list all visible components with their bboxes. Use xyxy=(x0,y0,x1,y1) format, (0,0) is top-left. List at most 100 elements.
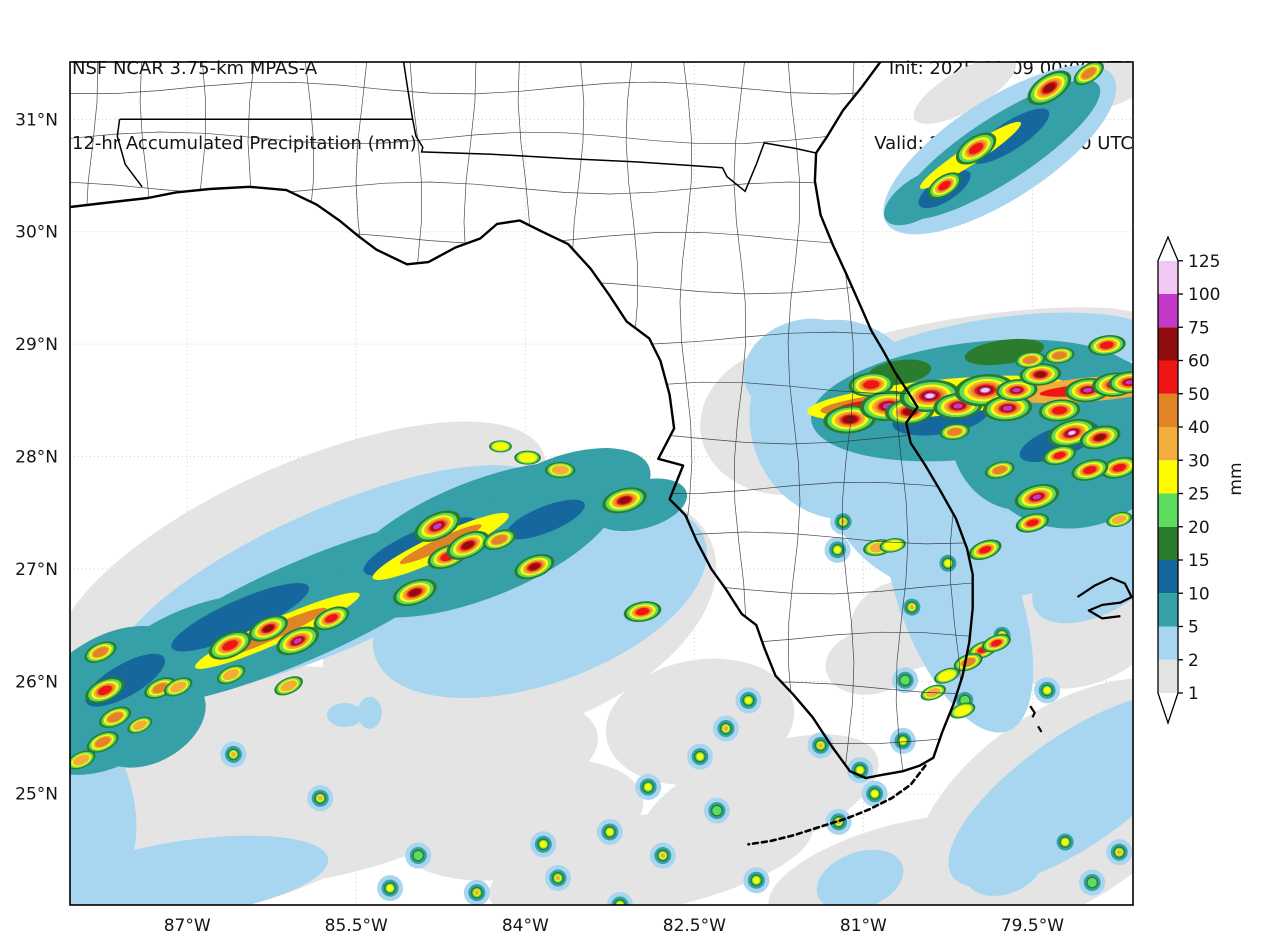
colorbar-tick-label: 25 xyxy=(1188,485,1210,505)
precip-cell xyxy=(696,753,704,761)
precip-cell xyxy=(413,850,423,861)
colorbar-tick-label: 2 xyxy=(1188,651,1199,671)
precip-core xyxy=(408,588,421,597)
precip-core xyxy=(842,415,858,424)
precip-core xyxy=(222,640,238,651)
precip-core xyxy=(953,704,972,717)
plot-title: NSF NCAR 3.75-km MPAS-A 12-hr Accumulate… xyxy=(72,6,417,206)
precip-core xyxy=(518,452,537,463)
lat-tick-label: 30°N xyxy=(15,223,58,243)
colorbar-segment xyxy=(1158,327,1178,361)
precip-cell xyxy=(944,559,952,567)
colorbar-tick-label: 100 xyxy=(1188,285,1220,305)
precip-core xyxy=(938,180,951,191)
colorbar-tick-label: 20 xyxy=(1188,518,1210,538)
precip-cell xyxy=(474,890,480,896)
precip-core xyxy=(1043,83,1056,93)
precip-core xyxy=(953,403,963,409)
precip-core xyxy=(1083,466,1097,474)
colorbar-segment xyxy=(1158,393,1178,427)
precip-cell xyxy=(606,828,614,836)
title-line-2: 12-hr Accumulated Precipitation (mm) xyxy=(72,133,417,154)
precip-core xyxy=(863,380,880,389)
precip-core xyxy=(280,680,297,692)
colorbar-unit-label: mm xyxy=(1226,462,1246,495)
precip-core xyxy=(1052,351,1067,360)
bahama-island xyxy=(1037,725,1043,733)
precip-core xyxy=(293,637,302,644)
precip-core xyxy=(1023,356,1038,364)
precip-core xyxy=(432,523,442,530)
bahama-island xyxy=(1029,705,1036,718)
precip-cell xyxy=(1043,686,1051,694)
colorbar-arrow-top xyxy=(1158,237,1178,261)
precip-cell xyxy=(555,875,561,881)
lon-tick-label: 82.5°W xyxy=(663,916,726,936)
colorbar-segment xyxy=(1158,460,1178,494)
precip-cell xyxy=(834,546,841,554)
precip-core xyxy=(979,546,992,554)
precip-core xyxy=(97,685,112,696)
precip-cell xyxy=(644,783,652,791)
precip-core xyxy=(107,712,123,723)
precip-area xyxy=(396,758,644,881)
colorbar-segment xyxy=(1158,493,1178,527)
precip-cell xyxy=(723,726,729,731)
precip-core xyxy=(947,428,962,436)
precip-core xyxy=(152,683,168,694)
precip-cell xyxy=(752,876,760,884)
precip-cell xyxy=(840,519,846,525)
precip-area xyxy=(882,456,1034,733)
precip-area xyxy=(965,839,1043,896)
colorbar-tick-label: 75 xyxy=(1188,318,1210,338)
precip-cell xyxy=(386,884,394,892)
precip-cell xyxy=(231,751,236,757)
precip-area xyxy=(948,693,1133,888)
florida-keys xyxy=(747,764,927,846)
colorbar-tick-label: 30 xyxy=(1188,451,1210,471)
colorbar-tick-label: 15 xyxy=(1188,551,1210,571)
graticule xyxy=(70,62,1133,905)
colorbar-segment xyxy=(1158,659,1178,693)
precip-core xyxy=(325,614,338,623)
precip-cell xyxy=(539,840,547,848)
precip-core xyxy=(1100,341,1114,349)
plot-frame xyxy=(69,61,1134,906)
precip-core xyxy=(1053,451,1066,459)
precip-core xyxy=(968,142,984,155)
colorbar-segment xyxy=(1158,260,1178,294)
precip-core xyxy=(491,534,507,545)
colorbar-segment xyxy=(1158,360,1178,394)
precip-core xyxy=(1034,371,1046,378)
precip-core xyxy=(937,670,956,682)
lat-tick-label: 31°N xyxy=(15,110,58,130)
precip-area xyxy=(399,524,482,564)
colorbar-tick-label: 5 xyxy=(1188,618,1199,638)
precip-core xyxy=(492,442,509,451)
precip-cell xyxy=(1087,877,1097,888)
lat-tick-label: 26°N xyxy=(15,672,58,692)
precip-core xyxy=(992,466,1007,475)
precip-area xyxy=(171,583,310,652)
precip-cell xyxy=(745,697,752,704)
colorbar-tick-label: 50 xyxy=(1188,385,1210,405)
lon-tick-label: 79.5°W xyxy=(1001,916,1064,936)
precip-cell xyxy=(899,737,907,745)
precip-core xyxy=(1112,463,1126,472)
colorbar-segment xyxy=(1158,593,1178,627)
florida-coastline xyxy=(70,62,974,780)
lat-tick-label: 25°N xyxy=(15,785,58,805)
precip-core xyxy=(95,737,111,747)
precip-core xyxy=(132,720,148,730)
colorbar-segment xyxy=(1158,626,1178,660)
lat-tick-label: 27°N xyxy=(15,560,58,580)
precip-core xyxy=(73,754,90,766)
colorbar-arrow-bottom xyxy=(1158,693,1178,723)
colorbar-tick-label: 125 xyxy=(1188,252,1220,272)
lon-tick-label: 87°W xyxy=(164,916,211,936)
precip-core xyxy=(980,387,990,393)
state-border xyxy=(119,118,817,193)
precip-area xyxy=(506,499,585,540)
